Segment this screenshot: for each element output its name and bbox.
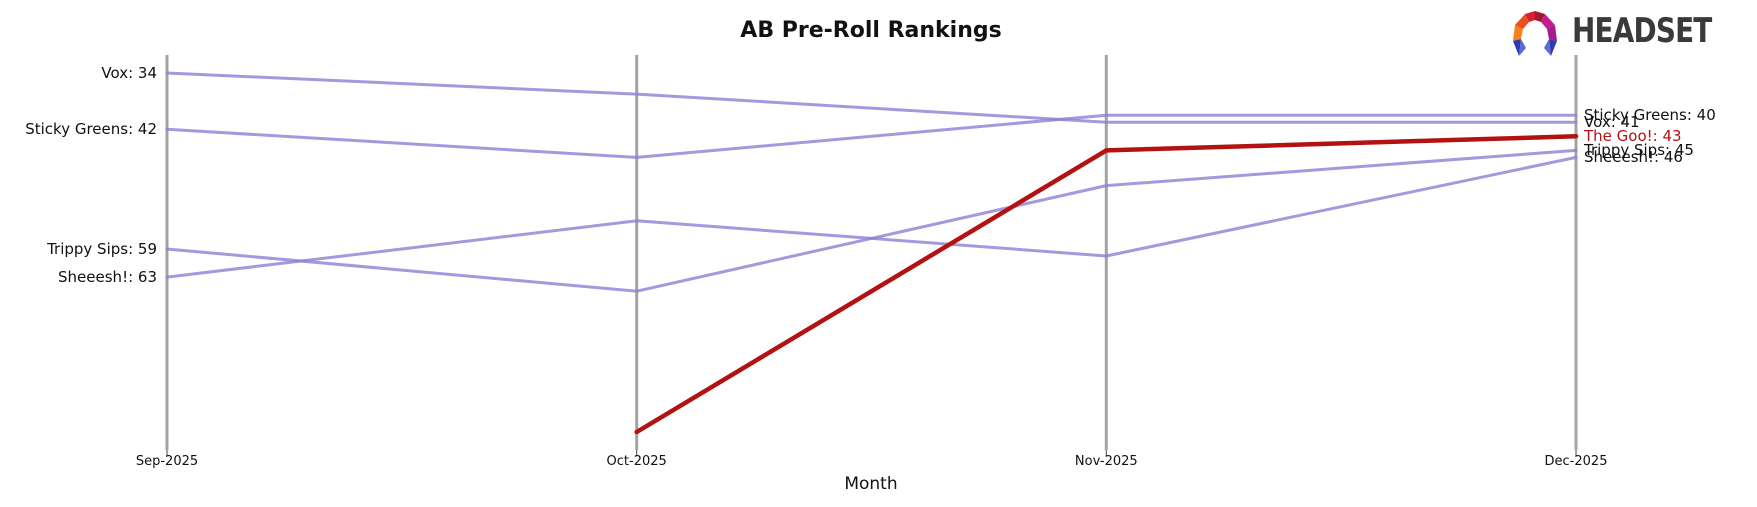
x-axis-title: Month [844,474,898,494]
headset-logo-icon [1513,11,1557,56]
headset-logo: HEADSET [1512,6,1742,56]
series-line-sheeesh- [165,155,1578,279]
series-line-sticky-greens [165,113,1578,159]
series-line-trippy-sips [165,148,1578,293]
series-line-vox [165,71,1578,124]
series-line-the-goo- [634,134,1579,435]
headset-logo-text: HEADSET [1572,11,1712,51]
page-title: AB Pre-Roll Rankings [740,18,1002,43]
